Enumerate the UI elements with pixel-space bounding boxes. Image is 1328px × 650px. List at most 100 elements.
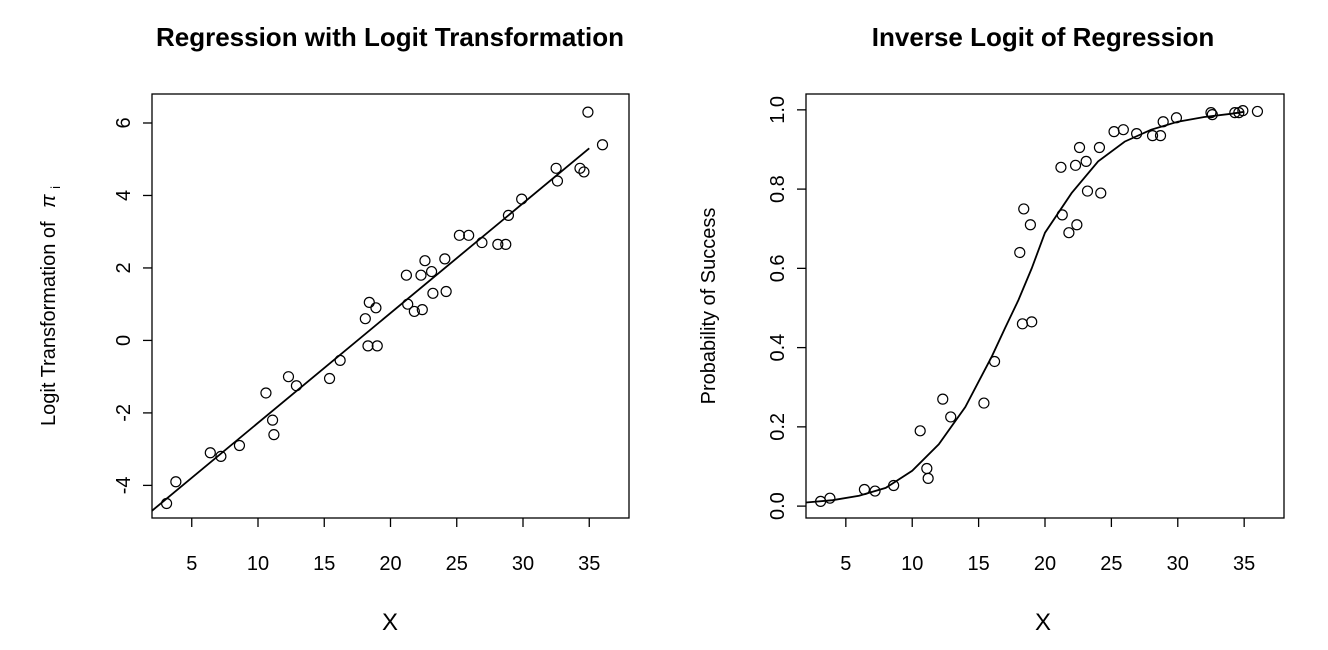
x-tick-label: 10 — [247, 553, 269, 575]
data-point — [945, 411, 957, 423]
data-point — [416, 304, 428, 316]
data-point — [439, 253, 451, 265]
plot-frame — [151, 93, 630, 519]
chart-title: Inverse Logit of Regression — [872, 22, 1214, 52]
data-point — [282, 371, 295, 383]
plot-frame — [805, 93, 1285, 519]
data-point — [204, 447, 216, 459]
y-axis-label-subscript: i — [48, 186, 63, 189]
data-point — [1016, 318, 1029, 330]
data-point — [1093, 141, 1106, 154]
y-tick-label: 0.6 — [767, 254, 789, 282]
x-tick-label: 15 — [313, 553, 335, 575]
x-tick-label: 5 — [186, 553, 197, 575]
y-axis-ticks: 0.0 0.2 0.4 0.6 0.8 1.0 — [767, 96, 806, 520]
data-point — [170, 476, 182, 488]
data-point — [922, 472, 934, 484]
x-tick-label: 15 — [967, 553, 989, 575]
data-point — [1018, 203, 1030, 215]
data-point — [362, 340, 374, 352]
data-point — [453, 229, 465, 241]
x-axis-label: X — [1035, 609, 1051, 636]
data-point — [1205, 107, 1217, 119]
y-tick-label: 0.2 — [767, 413, 789, 441]
data-point — [596, 139, 609, 151]
data-point — [551, 175, 564, 187]
data-point — [427, 287, 439, 299]
y-tick-label: 0 — [113, 335, 135, 346]
y-tick-label: 0.0 — [767, 492, 789, 520]
data-point — [1055, 161, 1067, 173]
data-point — [1095, 187, 1107, 199]
y-tick-label: 1.0 — [767, 96, 789, 124]
y-tick-label: 0.4 — [767, 334, 789, 362]
data-point — [440, 285, 452, 298]
data-point — [408, 305, 420, 318]
data-point — [1071, 219, 1083, 231]
data-point — [500, 238, 512, 250]
data-point — [1014, 246, 1026, 259]
x-axis-ticks: 5 10 15 20 25 30 35 — [186, 518, 600, 575]
logit-regression-panel: Regression with Logit Transformation X L… — [38, 22, 630, 636]
data-point — [869, 485, 881, 497]
x-tick-label: 25 — [1100, 553, 1122, 575]
x-tick-label: 5 — [840, 553, 851, 575]
y-tick-label: 0.8 — [767, 175, 789, 203]
data-point — [1237, 105, 1249, 117]
fitted-curve — [805, 110, 1245, 504]
data-point — [425, 265, 438, 278]
y-tick-label: 6 — [113, 117, 135, 128]
data-point — [266, 414, 279, 426]
data-point — [1024, 219, 1036, 231]
data-point — [359, 313, 371, 325]
data-point — [419, 255, 431, 267]
y-axis-label-text: Logit Transformation of — [38, 221, 60, 426]
data-point — [1251, 105, 1264, 118]
data-point — [1108, 126, 1120, 138]
data-point — [502, 209, 515, 222]
x-tick-label: 20 — [379, 553, 401, 575]
x-axis-ticks: 5 10 15 20 25 30 35 — [840, 518, 1255, 575]
data-point — [978, 397, 990, 409]
data-point — [415, 269, 427, 281]
data-point — [370, 302, 382, 314]
x-tick-label: 10 — [901, 553, 923, 575]
data-point — [824, 492, 836, 504]
y-tick-label: 4 — [113, 190, 135, 201]
data-point — [1073, 141, 1086, 154]
data-point — [1154, 130, 1167, 142]
data-point — [233, 439, 246, 452]
data-point — [914, 425, 926, 437]
y-tick-label: -4 — [113, 476, 135, 494]
y-tick-label: 2 — [113, 262, 135, 273]
data-point — [492, 238, 504, 250]
y-axis-label: Probability of Success — [698, 208, 720, 405]
data-point — [578, 166, 590, 178]
x-tick-label: 35 — [578, 553, 600, 575]
data-point — [400, 269, 412, 281]
data-point — [323, 372, 336, 385]
fitted-line — [151, 147, 590, 512]
data-point — [215, 450, 227, 462]
data-point — [1069, 159, 1082, 171]
data-point — [1026, 316, 1038, 328]
data-point — [463, 229, 475, 241]
data-marks — [805, 105, 1264, 507]
data-point — [268, 429, 280, 441]
x-tick-label: 30 — [512, 553, 534, 575]
x-axis-label: X — [382, 609, 398, 636]
y-axis-ticks: -4 -2 0 2 4 6 — [113, 117, 152, 494]
data-point — [937, 393, 949, 405]
x-tick-label: 35 — [1233, 553, 1255, 575]
data-point — [1146, 130, 1159, 142]
data-point — [921, 462, 933, 475]
x-tick-label: 25 — [446, 553, 468, 575]
data-point — [550, 162, 562, 174]
x-tick-label: 20 — [1034, 553, 1056, 575]
data-point — [1080, 155, 1092, 167]
data-point — [160, 497, 173, 510]
chart-title: Regression with Logit Transformation — [156, 22, 624, 52]
inverse-logit-panel: Inverse Logit of Regression X Probabilit… — [698, 22, 1285, 636]
data-point — [1117, 124, 1129, 136]
data-point — [1081, 185, 1094, 197]
